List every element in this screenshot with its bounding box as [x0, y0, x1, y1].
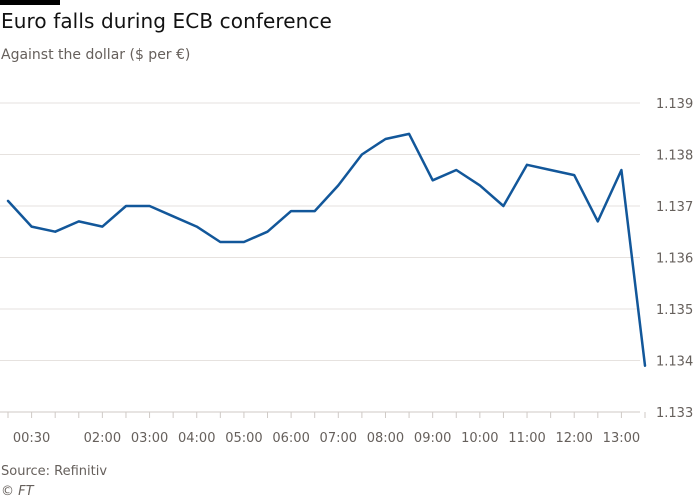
x-tick-label: 07:00 [320, 431, 357, 446]
eur-usd-line [6, 132, 647, 367]
line-chart: 1.133 1.134 1.135 1.136 1.137 1.138 1.139 00:3… [0, 97, 693, 446]
x-axis: 00:30 02:00 03:00 04:00 05:00 06:00 07:00 08:00… [7, 412, 646, 446]
gridlines [0, 102, 640, 413]
y-tick-label: 1.139 [656, 97, 693, 112]
x-tick-label: 06:00 [272, 431, 309, 446]
y-tick-label: 1.134 [656, 355, 693, 370]
y-tick-label: 1.137 [656, 200, 693, 215]
x-tick-label: 09:00 [414, 431, 451, 446]
series-layer [6, 132, 647, 367]
x-tick-label: 12:00 [555, 431, 592, 446]
y-tick-label: 1.136 [656, 252, 693, 267]
x-tick-label: 02:00 [84, 431, 121, 446]
x-tick-label: 04:00 [178, 431, 215, 446]
x-tick-label: 10:00 [461, 431, 498, 446]
y-tick-label: 1.133 [656, 406, 693, 421]
x-tick-label: 05:00 [225, 431, 262, 446]
y-tick-label: 1.138 [656, 149, 693, 164]
x-tick-label: 11:00 [508, 431, 545, 446]
credit-note: © FT [1, 484, 34, 499]
x-tick-label: 13:00 [603, 431, 640, 446]
x-tick-label: 08:00 [367, 431, 404, 446]
y-tick-label: 1.135 [656, 303, 693, 318]
y-axis: 1.133 1.134 1.135 1.136 1.137 1.138 1.139 [656, 97, 693, 421]
x-tick-label: 00:30 [13, 431, 50, 446]
x-tick-label: 03:00 [131, 431, 168, 446]
chart-title: Euro falls during ECB conference [1, 9, 332, 33]
brand-bar [0, 0, 60, 5]
source-note: Source: Refinitiv [1, 464, 108, 479]
chart-subtitle: Against the dollar ($ per €) [1, 47, 191, 63]
